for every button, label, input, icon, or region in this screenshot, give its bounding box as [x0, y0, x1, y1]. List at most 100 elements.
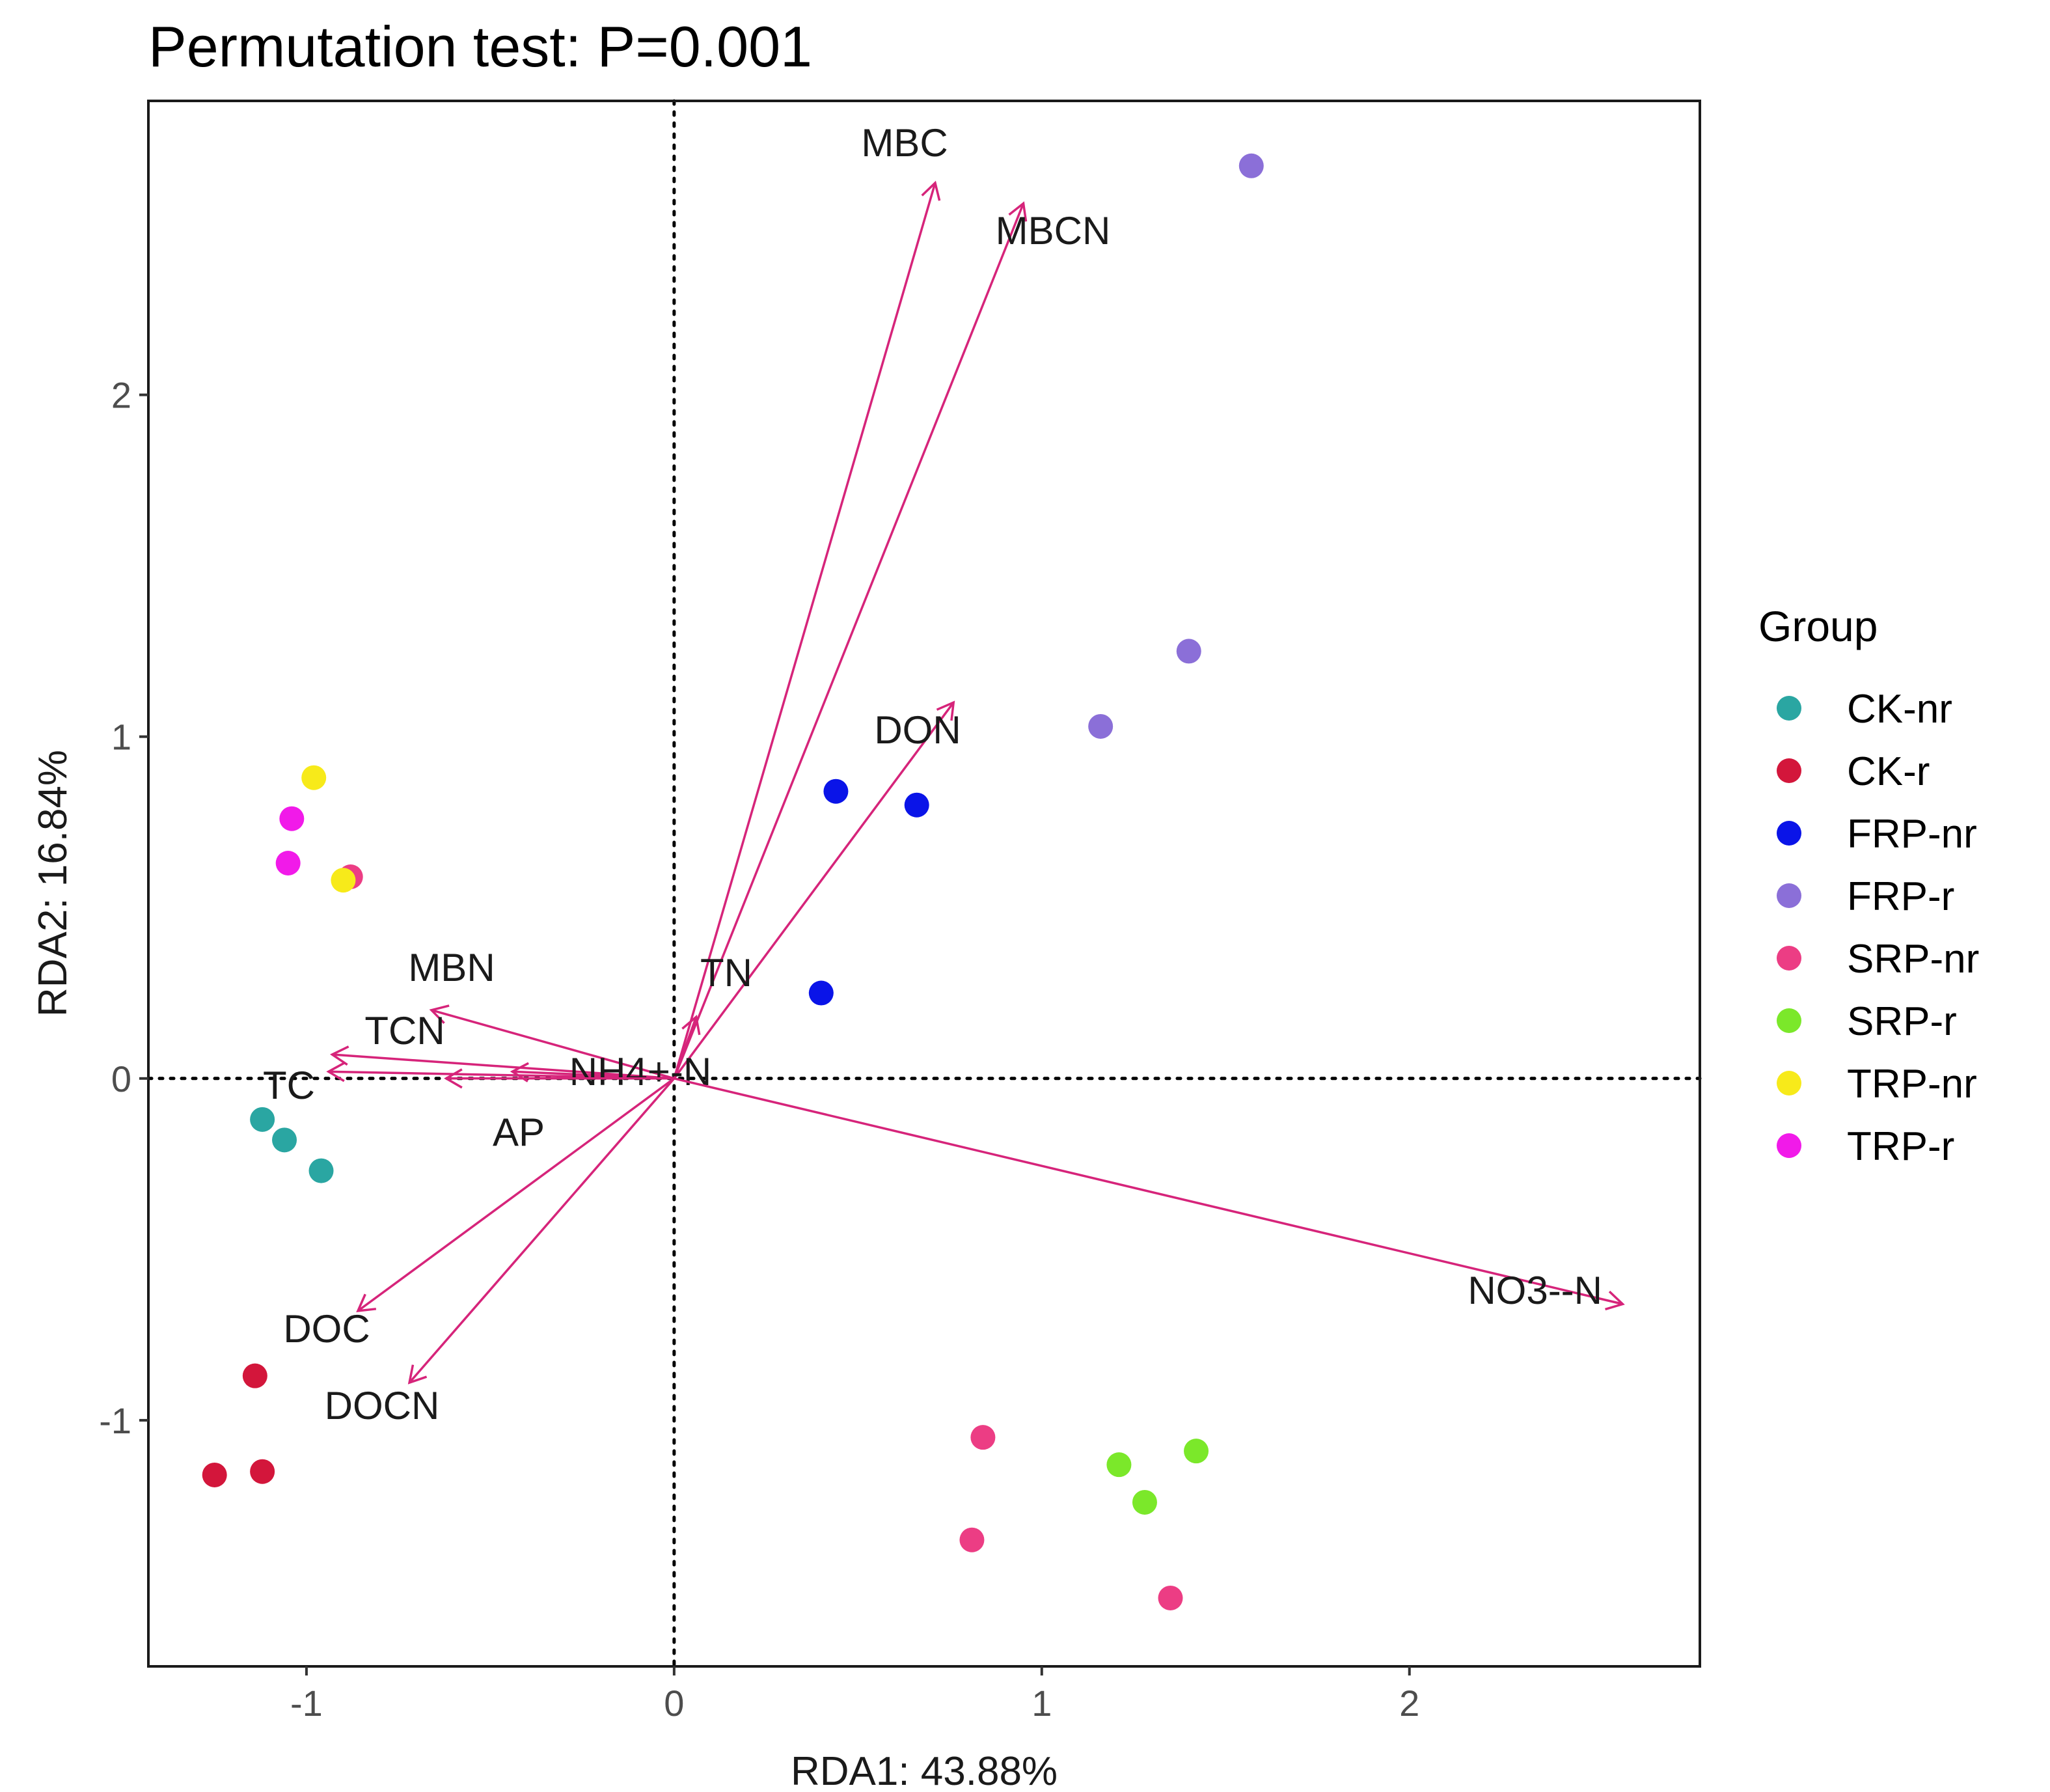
arrow-label-no3-n: NO3--N	[1468, 1269, 1602, 1312]
arrow-label-tcn: TCN	[364, 1009, 444, 1053]
legend-swatch-srp-r	[1777, 1008, 1801, 1033]
arrow-head-don	[936, 700, 955, 721]
series-frp-r	[1088, 153, 1264, 739]
arrow-shaft-don	[673, 702, 955, 1079]
legend-swatch-srp-nr	[1777, 946, 1801, 971]
legend-label-ck-nr: CK-nr	[1847, 687, 1952, 732]
legend-label-ck-r: CK-r	[1847, 749, 1930, 794]
arrow-label-tn: TN	[700, 951, 752, 995]
arrow-label-mbn: MBN	[408, 946, 495, 989]
y-tick-label: 2	[111, 375, 131, 416]
series-frp-nr	[808, 779, 929, 1006]
arrow-shaft-mbn	[431, 1009, 675, 1080]
series-ck-nr	[250, 1107, 334, 1183]
y-tick-label: 1	[111, 717, 131, 758]
arrow-shaft-doc	[357, 1077, 675, 1312]
arrow-shaft-tn	[673, 1016, 698, 1079]
arrow-docn: DOCN	[325, 1077, 676, 1427]
arrow-head-doc	[356, 1293, 377, 1312]
arrow-shaft-tcn	[332, 1053, 674, 1080]
point-frp-nr-1	[823, 779, 849, 804]
legend-item-trp-r: TRP-r	[1777, 1124, 1954, 1169]
arrow-don: DON	[673, 700, 961, 1079]
point-srp-nr-1	[970, 1425, 996, 1450]
arrow-head-docn	[407, 1364, 428, 1385]
legend-label-trp-r: TRP-r	[1847, 1124, 1954, 1169]
point-ck-nr-3	[308, 1158, 334, 1183]
arrow-head-tcn	[329, 1045, 349, 1066]
point-srp-r-1	[1106, 1452, 1132, 1478]
legend-label-srp-r: SRP-r	[1847, 999, 1957, 1044]
x-tick-label: 0	[664, 1683, 684, 1724]
legend-item-srp-nr: SRP-nr	[1777, 937, 1979, 982]
arrow-head-no3-n	[1605, 1290, 1625, 1311]
legend-swatch-ck-nr	[1777, 696, 1801, 721]
point-srp-r-2	[1184, 1439, 1209, 1464]
legend-item-ck-nr: CK-nr	[1777, 687, 1952, 732]
arrow-tn: TN	[673, 951, 752, 1079]
arrow-shaft-docn	[408, 1077, 676, 1384]
reference-lines	[146, 99, 1702, 1668]
legend-label-frp-r: FRP-r	[1847, 874, 1954, 919]
legend-item-srp-r: SRP-r	[1777, 999, 1957, 1044]
point-frp-r-2	[1176, 639, 1201, 664]
arrow-mbc: MBC	[673, 121, 948, 1079]
point-trp-nr-2	[331, 868, 356, 893]
legend-item-frp-nr: FRP-nr	[1777, 812, 1977, 857]
arrow-label-doc: DOC	[283, 1307, 370, 1351]
legend-swatch-frp-nr	[1777, 821, 1801, 846]
arrows-layer: MBC MBCN DON TN MBN TCN TC NH4+-N AP DOC DOCN NO3--…	[263, 121, 1625, 1427]
legend-item-frp-r: FRP-r	[1777, 874, 1954, 919]
arrow-head-tc	[326, 1062, 346, 1082]
point-trp-r-2	[275, 850, 301, 875]
point-frp-nr-3	[808, 980, 834, 1006]
series-trp-nr	[301, 765, 356, 893]
x-tick-label: 1	[1032, 1683, 1052, 1724]
point-trp-nr-1	[301, 765, 327, 790]
plot-title: Permutation test: P=0.001	[148, 14, 812, 79]
plot-border	[147, 100, 1701, 1668]
x-axis: -1 0 1 2	[290, 1666, 1419, 1724]
point-frp-r-1	[1238, 153, 1264, 178]
x-tick-label: -1	[290, 1683, 323, 1724]
legend-swatch-trp-nr	[1777, 1071, 1801, 1096]
arrow-doc: DOC	[283, 1077, 675, 1351]
point-srp-nr-3	[1158, 1585, 1183, 1610]
arrow-mbn: MBN	[408, 946, 675, 1080]
arrow-label-ap: AP	[493, 1110, 545, 1154]
arrow-shaft-no3-n	[674, 1077, 1623, 1306]
arrow-shaft-mbc	[673, 182, 936, 1079]
legend-item-trp-nr: TRP-nr	[1777, 1062, 1977, 1107]
arrow-tcn: TCN	[329, 1009, 674, 1080]
arrow-head-ap	[444, 1068, 463, 1089]
arrow-label-mbc: MBC	[861, 121, 948, 165]
arrow-shaft-nh4plus-n	[512, 1070, 674, 1080]
point-ck-nr-2	[272, 1127, 297, 1153]
y-tick-label: -1	[99, 1400, 131, 1441]
legend-label-frp-nr: FRP-nr	[1847, 812, 1977, 857]
plot-panel	[148, 101, 1700, 1666]
point-srp-r-3	[1132, 1489, 1157, 1515]
legend-title: Group	[1758, 602, 1878, 650]
arrow-label-don: DON	[874, 708, 961, 752]
legend: Group CK-nr CK-r FRP-nr FRP-r SRP-nr SRP-r TRP…	[1758, 602, 1979, 1169]
arrow-head-tn	[681, 1014, 701, 1036]
arrow-shaft-tc	[328, 1070, 674, 1080]
point-ck-nr-1	[250, 1107, 275, 1132]
point-trp-r-1	[279, 806, 305, 831]
arrow-ap: AP	[444, 1068, 674, 1154]
arrow-label-mbcn: MBCN	[996, 209, 1111, 253]
arrow-head-mbn	[429, 1004, 450, 1025]
series-ck-r	[202, 1363, 275, 1487]
x-tick-label: 2	[1399, 1683, 1419, 1724]
arrow-head-mbcn	[1008, 201, 1028, 222]
x-axis-title: RDA1: 43.88%	[791, 1749, 1058, 1792]
point-frp-r-3	[1088, 713, 1114, 739]
series-srp-r	[1106, 1439, 1209, 1515]
arrow-label-nh4plus-n: NH4+-N	[569, 1050, 711, 1094]
legend-item-ck-r: CK-r	[1777, 749, 1930, 794]
point-ck-r-3	[250, 1459, 275, 1484]
arrow-tc: TC	[263, 1062, 674, 1107]
y-tick-label: 0	[111, 1058, 131, 1099]
